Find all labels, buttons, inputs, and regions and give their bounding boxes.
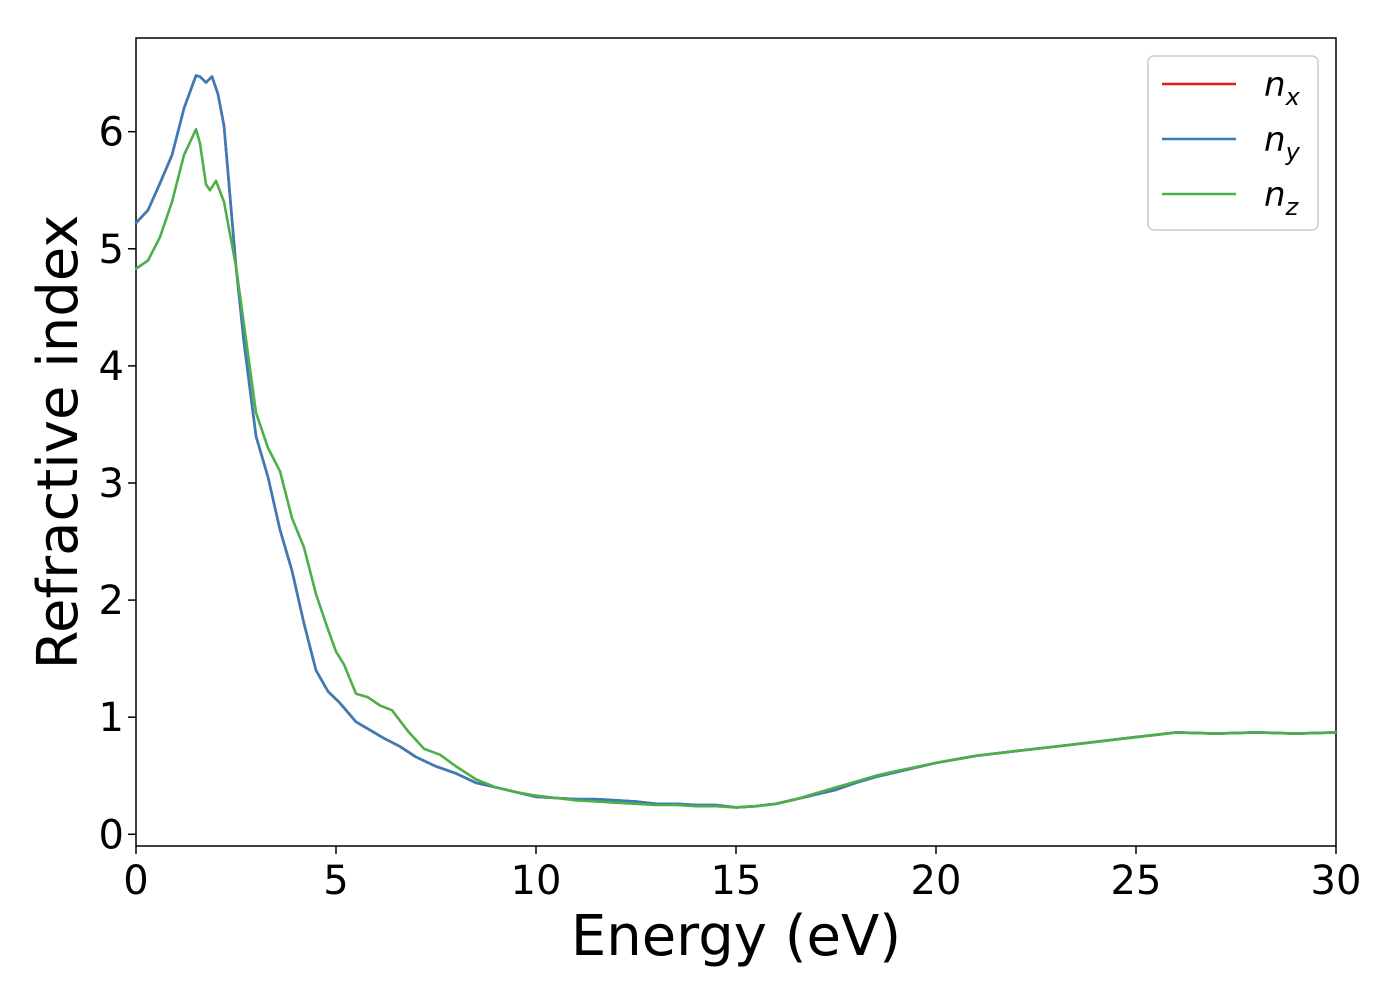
y-tick-label: 6 bbox=[99, 110, 124, 156]
y-axis-title: Refractive index bbox=[26, 215, 91, 670]
x-tick-label: 10 bbox=[511, 858, 562, 904]
x-tick-label: 0 bbox=[123, 858, 148, 904]
legend-label: nx bbox=[1264, 65, 1301, 111]
y-tick-label: 3 bbox=[99, 461, 124, 507]
legend-box bbox=[1147, 55, 1319, 231]
legend-label: nz bbox=[1264, 175, 1300, 221]
series-line-n-z bbox=[134, 128, 1338, 809]
y-tick-label: 2 bbox=[99, 578, 124, 624]
x-tick-label: 15 bbox=[711, 858, 762, 904]
legend: nx ny nz bbox=[1147, 55, 1319, 231]
y-tick-label: 4 bbox=[99, 344, 124, 390]
x-axis-ticks: 0 5 10 15 20 25 30 bbox=[123, 846, 1361, 904]
x-tick-label: 20 bbox=[911, 858, 962, 904]
series-layer bbox=[134, 74, 1338, 809]
y-tick-label: 1 bbox=[99, 695, 124, 741]
x-axis-title: Energy (eV) bbox=[571, 904, 901, 969]
y-tick-label: 0 bbox=[99, 812, 124, 858]
y-axis-ticks: 0 1 2 3 4 5 6 bbox=[99, 110, 136, 858]
legend-label: ny bbox=[1264, 120, 1301, 166]
x-tick-label: 5 bbox=[323, 858, 348, 904]
x-tick-label: 25 bbox=[1111, 858, 1162, 904]
y-tick-label: 5 bbox=[99, 227, 124, 273]
x-tick-label: 30 bbox=[1311, 858, 1362, 904]
